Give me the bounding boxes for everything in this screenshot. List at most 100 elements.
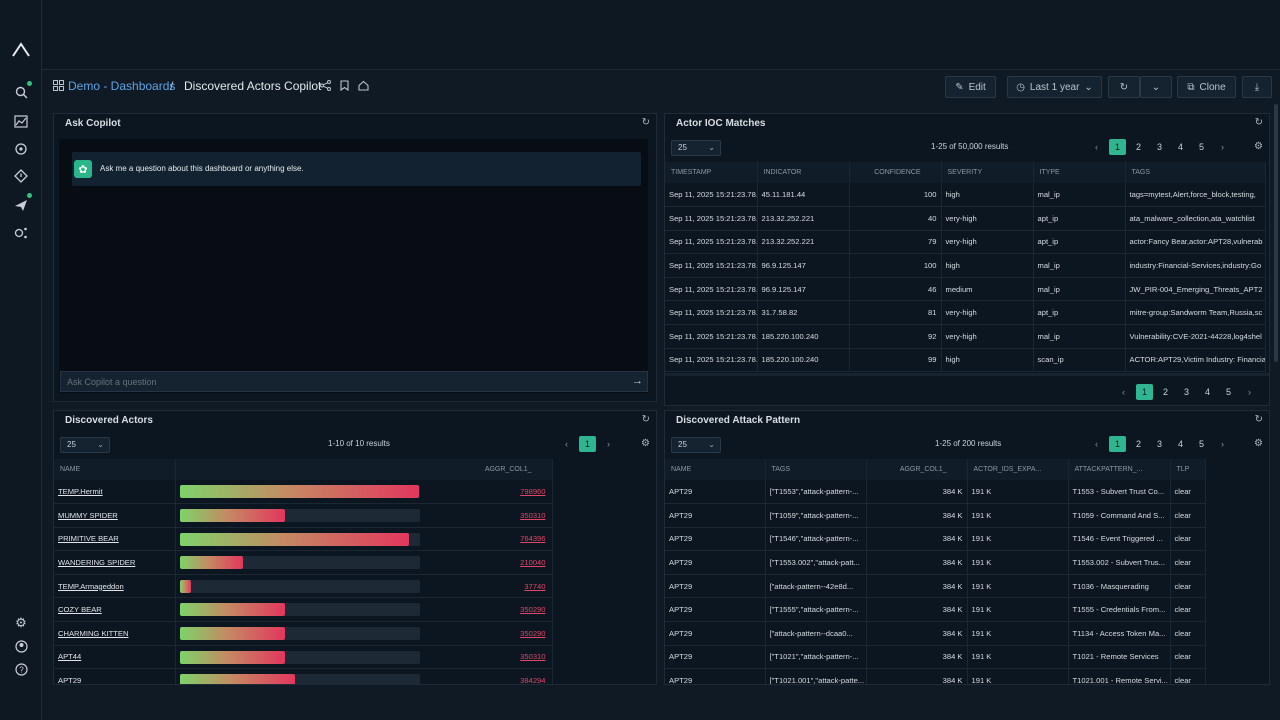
table-row[interactable]: PRIMITIVE BEAR 764396 <box>54 527 553 552</box>
table-row[interactable]: Sep 11, 2025 15:21:23.78... 96.9.125.147 4… <box>665 277 1266 302</box>
prev-page-icon[interactable]: ‹ <box>1095 142 1098 152</box>
column-header[interactable]: TAGS <box>1125 162 1266 183</box>
refresh-icon[interactable]: ↻ <box>1254 117 1263 128</box>
table-row[interactable]: APT44 350310 <box>54 645 553 670</box>
investigation-icon[interactable] <box>12 167 30 185</box>
table-row[interactable]: WANDERING SPIDER 210040 <box>54 550 553 575</box>
settings-gear-icon[interactable]: ⚙ <box>15 615 27 630</box>
actor-value-link[interactable]: 350310 <box>520 510 546 520</box>
page-button[interactable]: 5 <box>1198 439 1204 449</box>
column-header[interactable]: TIMESTAMP <box>665 162 758 183</box>
actor-name-link[interactable]: APT29 <box>58 676 82 685</box>
threat-intel-icon[interactable] <box>12 140 30 158</box>
actor-name-link[interactable]: TEMP.Hermit <box>58 487 103 497</box>
column-header[interactable]: SEVERITY <box>941 162 1034 183</box>
table-row[interactable]: Sep 11, 2025 15:21:23.78... 185.220.100.2… <box>665 348 1266 373</box>
bookmark-icon[interactable] <box>340 80 349 94</box>
column-header[interactable]: ACTOR_IDS_EXPA... <box>967 459 1069 480</box>
help-icon[interactable]: ? <box>12 660 30 678</box>
table-settings-icon[interactable]: ⚙ <box>1254 141 1263 152</box>
dashboard-chart-icon[interactable] <box>12 112 30 130</box>
page-size-select[interactable]: 25 ⌄ <box>671 140 721 156</box>
refresh-icon[interactable]: ↻ <box>1254 414 1263 425</box>
horizontal-scrollbar[interactable] <box>665 373 1269 376</box>
page-button[interactable]: 4 <box>1204 387 1210 397</box>
page-button[interactable]: 5 <box>1198 142 1204 152</box>
table-row[interactable]: TEMP.Armageddon 37740 <box>54 574 553 599</box>
actor-name-link[interactable]: COZY BEAR <box>58 605 102 615</box>
table-row[interactable]: MUMMY SPIDER 350310 <box>54 503 553 528</box>
page-button[interactable]: 3 <box>1183 387 1189 397</box>
next-page-icon[interactable]: › <box>1248 387 1251 397</box>
table-row[interactable]: Sep 11, 2025 15:21:23.78... 96.9.125.147 1… <box>665 253 1266 278</box>
actor-name-link[interactable]: PRIMITIVE BEAR <box>58 534 119 544</box>
refresh-button[interactable]: ↻ <box>1108 76 1140 98</box>
actor-name-link[interactable]: APT44 <box>58 652 82 662</box>
actor-name-link[interactable]: TEMP.Armageddon <box>58 581 124 591</box>
prev-page-icon[interactable]: ‹ <box>565 439 568 449</box>
user-account-icon[interactable] <box>12 637 30 655</box>
refresh-icon[interactable]: ↻ <box>641 117 650 128</box>
actor-name-link[interactable]: CHARMING KITTEN <box>58 628 129 638</box>
refresh-options-dropdown[interactable]: ⌄ <box>1140 76 1172 98</box>
column-header[interactable]: TAGS <box>765 459 867 480</box>
home-icon[interactable] <box>358 80 369 94</box>
actor-value-link[interactable]: 210040 <box>520 558 546 568</box>
table-row[interactable]: Sep 11, 2025 15:21:23.78... 45.11.181.44 1… <box>665 183 1266 208</box>
page-scrollbar[interactable] <box>1274 104 1278 362</box>
column-header[interactable]: ITYPE <box>1033 162 1126 183</box>
table-row[interactable]: TEMP.Hermit 798960 <box>54 480 553 505</box>
page-size-select[interactable]: 25 ⌄ <box>671 437 721 453</box>
table-row[interactable]: APT29 ["attack-pattern--dcaa0... 384 K 191 … <box>665 621 1206 646</box>
column-header[interactable]: ATTACKPATTERN_... <box>1068 459 1171 480</box>
share-icon[interactable] <box>320 80 331 94</box>
table-row[interactable]: APT29 ["T1059","attack-pattern-... 384 K 19… <box>665 503 1206 528</box>
page-button[interactable]: 2 <box>1135 439 1141 449</box>
page-button[interactable]: 1 <box>1109 436 1126 452</box>
page-button[interactable]: 2 <box>1162 387 1168 397</box>
next-page-icon[interactable]: › <box>607 439 610 449</box>
page-size-select[interactable]: 25 ⌄ <box>60 437 110 453</box>
column-header[interactable]: AGGR_COL1_ <box>866 459 968 480</box>
column-header[interactable]: NAME <box>665 459 766 480</box>
table-row[interactable]: APT29 ["T1546","attack-pattern-... 384 K 19… <box>665 527 1206 552</box>
refresh-icon[interactable]: ↻ <box>641 414 650 425</box>
table-row[interactable]: Sep 11, 2025 15:21:23.78... 213.32.252.22… <box>665 230 1266 255</box>
page-button[interactable]: 2 <box>1135 142 1141 152</box>
search-icon[interactable] <box>12 83 30 101</box>
column-header[interactable]: CONFIDENCE <box>849 162 942 183</box>
page-button[interactable]: 4 <box>1177 142 1183 152</box>
table-settings-icon[interactable]: ⚙ <box>641 438 650 449</box>
table-row[interactable]: COZY BEAR 350290 <box>54 597 553 623</box>
page-button[interactable]: 1 <box>579 436 596 452</box>
actor-name-link[interactable]: WANDERING SPIDER <box>58 558 136 568</box>
copilot-question-field[interactable]: → <box>60 371 648 392</box>
clone-button[interactable]: ⧉ Clone <box>1177 76 1236 98</box>
column-header[interactable]: NAME <box>54 459 176 480</box>
column-header[interactable]: INDICATOR <box>757 162 850 183</box>
integrations-icon[interactable] <box>12 224 30 242</box>
app-logo-icon[interactable] <box>11 40 31 60</box>
table-row[interactable]: APT29 ["T1021","attack-pattern-... 384 K 19… <box>665 645 1206 670</box>
next-page-icon[interactable]: › <box>1221 142 1224 152</box>
table-row[interactable]: APT29 ["attack-pattern--42e8d... 384 K 191 … <box>665 574 1206 599</box>
download-button[interactable]: ⤓ <box>1242 76 1272 98</box>
page-button[interactable]: 3 <box>1156 439 1162 449</box>
column-header[interactable]: AGGR_COL1_ <box>175 459 553 480</box>
table-row[interactable]: APT29 ["T1555","attack-pattern-... 384 K 19… <box>665 597 1206 623</box>
table-settings-icon[interactable]: ⚙ <box>1254 438 1263 449</box>
copilot-question-input[interactable] <box>61 372 647 391</box>
table-row[interactable]: Sep 11, 2025 15:21:23.78... 31.7.58.82 81 v… <box>665 300 1266 326</box>
prev-page-icon[interactable]: ‹ <box>1122 387 1125 397</box>
actor-value-link[interactable]: 350290 <box>520 628 546 638</box>
next-page-icon[interactable]: › <box>1221 439 1224 449</box>
prev-page-icon[interactable]: ‹ <box>1095 439 1098 449</box>
actor-value-link[interactable]: 384294 <box>520 676 546 685</box>
actor-value-link[interactable]: 350310 <box>520 652 546 662</box>
actor-value-link[interactable]: 37740 <box>524 581 546 591</box>
page-button[interactable]: 5 <box>1225 387 1231 397</box>
playbook-icon[interactable] <box>12 196 30 214</box>
page-button[interactable]: 1 <box>1136 384 1153 400</box>
page-button[interactable]: 4 <box>1177 439 1183 449</box>
